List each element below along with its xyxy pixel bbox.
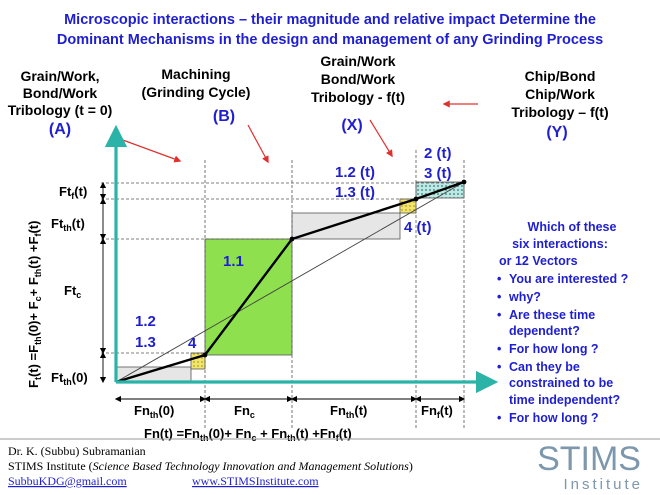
label-3t: 3 (t) [424, 165, 452, 182]
footer-email-link[interactable]: SubbuKDG@gmail.com [8, 474, 127, 488]
stage-header-b: Machining (Grinding Cycle) (B) [142, 66, 251, 125]
stims-logo: STIMS Institute [537, 440, 643, 493]
svg-text:For how long ?: For how long ? [509, 342, 599, 356]
y-tick-ftth: Ftth(t) [51, 216, 85, 233]
footer-institute: STIMS Institute (Science Based Technolog… [8, 459, 413, 473]
svg-text:six interactions:: six interactions: [512, 237, 608, 251]
gray-block-tribology [291, 212, 401, 240]
svg-text:•: • [497, 290, 501, 304]
svg-text:Can they be: Can they be [509, 360, 580, 374]
svg-text:(Grinding Cycle): (Grinding Cycle) [142, 84, 251, 100]
svg-text:STIMS: STIMS [537, 440, 641, 478]
svg-text:(B): (B) [213, 108, 235, 125]
horizontal-guides [101, 182, 464, 354]
svg-text:(A): (A) [49, 121, 71, 138]
svg-text:time independent?: time independent? [509, 393, 620, 407]
reference-diagonal [115, 181, 465, 383]
svg-text:You are interested ?: You are interested ? [509, 272, 628, 286]
svg-text:Institute: Institute [563, 476, 643, 493]
label-1-2: 1.2 [135, 313, 156, 330]
path-node-1 [202, 352, 208, 358]
y-tick-ftc: Ftc [64, 283, 81, 300]
label-1-3t: 1.3 (t) [335, 184, 375, 201]
x-tick-fnf: Fnf(t) [421, 403, 453, 420]
x-tick-fnth0: Fnth(0) [134, 403, 174, 420]
svg-text:•: • [497, 308, 501, 322]
svg-text:(X): (X) [341, 117, 362, 134]
footer-website-link[interactable]: www.STIMSInstitute.com [192, 474, 319, 488]
svg-text:Are these time: Are these time [509, 308, 595, 322]
stage-header-x: Grain/Work Bond/Work Tribology - f(t) (X… [311, 53, 405, 134]
svg-text:Tribology – f(t): Tribology – f(t) [511, 104, 608, 120]
x-tick-fnth: Fnth(t) [330, 403, 367, 420]
svg-text:Tribology (t = 0): Tribology (t = 0) [8, 102, 113, 118]
svg-text:Chip/Bond: Chip/Bond [525, 68, 596, 84]
svg-text:For how long ?: For how long ? [509, 411, 599, 425]
label-4-left: 4 [188, 335, 197, 352]
svg-text:Tribology - f(t): Tribology - f(t) [311, 89, 405, 105]
red-pointer-arrows [119, 100, 478, 164]
svg-text:constrained to be: constrained to be [509, 376, 613, 390]
svg-text:•: • [497, 342, 501, 356]
label-2t: 2 (t) [424, 145, 452, 162]
svg-text:•: • [497, 272, 501, 286]
svg-text:Grain/Work: Grain/Work [320, 53, 395, 69]
x-tick-fnc: Fnc [234, 403, 255, 420]
x-axis-title: Fn(t) =Fnth(0)+ Fnc + Fnth(t) +Fnf(t) [144, 426, 352, 443]
svg-text:•: • [497, 360, 501, 374]
svg-text:or 12 Vectors: or 12 Vectors [499, 254, 578, 268]
y-tick-ftth0: Ftth(0) [51, 370, 88, 387]
label-1-2t: 1.2 (t) [335, 164, 375, 181]
title-line-2: Dominant Mechanisms in the design and ma… [57, 32, 603, 48]
path-node-3 [413, 196, 419, 202]
label-1-3: 1.3 [135, 334, 156, 351]
svg-text:Machining: Machining [161, 66, 230, 82]
svg-text:why?: why? [508, 290, 541, 304]
svg-text:Which of these: Which of these [528, 220, 617, 234]
path-node-4 [461, 179, 467, 185]
svg-text:•: • [497, 411, 501, 425]
y-tick-ftf: Ftf(t) [59, 184, 87, 201]
svg-text:(Y): (Y) [546, 124, 567, 141]
stage-header-y: Chip/Bond Chip/Work Tribology – f(t) (Y) [511, 68, 608, 141]
y-axis-title: Ft(t) =Fth(0)+ Fc+ Fth(t) +Ff(t) [26, 221, 43, 388]
stage-header-a: Grain/Work, Bond/Work Tribology (t = 0) … [8, 68, 113, 138]
footer-author: Dr. K. (Subbu) Subramanian [8, 444, 146, 458]
title-line-1: Microscopic interactions – their magnitu… [64, 12, 596, 28]
question-panel: Which of these six interactions: or 12 V… [497, 220, 628, 425]
svg-text:Bond/Work: Bond/Work [23, 85, 98, 101]
svg-text:Grain/Work,: Grain/Work, [20, 68, 99, 84]
path-node-2 [289, 236, 295, 242]
svg-text:dependent?: dependent? [509, 324, 580, 338]
svg-text:Chip/Work: Chip/Work [525, 86, 595, 102]
svg-text:Bond/Work: Bond/Work [321, 71, 396, 87]
label-1-1: 1.1 [223, 253, 244, 270]
label-4t: 4 (t) [404, 219, 432, 236]
